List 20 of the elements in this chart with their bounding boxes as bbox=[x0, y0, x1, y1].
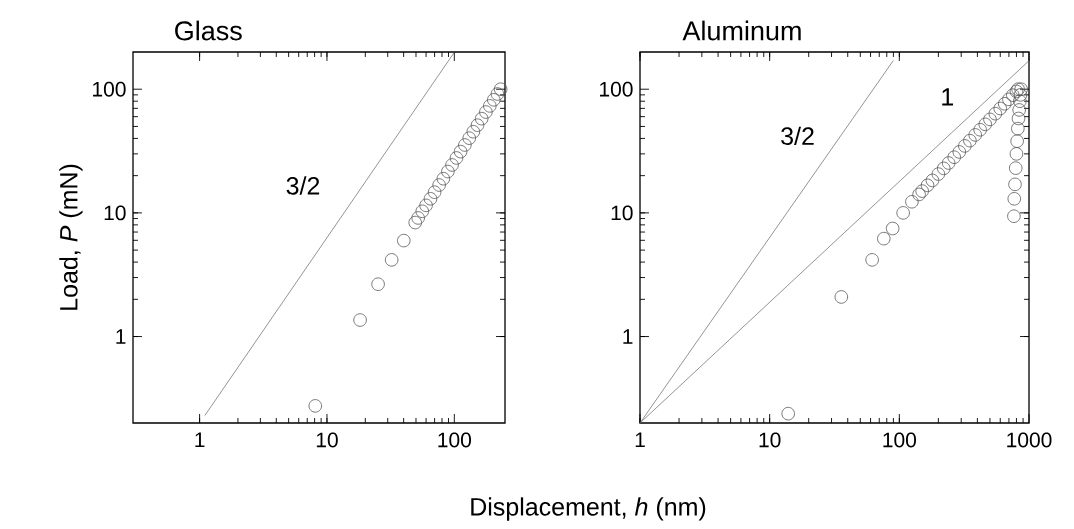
x-tick-label: 1000 bbox=[1007, 432, 1052, 448]
annotation: 1 bbox=[942, 88, 954, 106]
y-tick-label: 1 bbox=[623, 329, 633, 344]
y-tick-label: 1 bbox=[116, 329, 126, 344]
x-tick-label: 10 bbox=[759, 432, 781, 448]
x-tick-label: 1 bbox=[195, 432, 205, 447]
y-tick-label: 100 bbox=[600, 81, 633, 97]
x-tick-label: 100 bbox=[438, 432, 472, 448]
x-tick-label: 100 bbox=[883, 432, 917, 448]
chart-title: Glass bbox=[175, 20, 242, 41]
x-axis-title: Displacement, h (nm) bbox=[471, 497, 706, 521]
y-tick-label: 100 bbox=[93, 81, 126, 97]
y-axis-title: Load, P (mN) bbox=[59, 164, 83, 310]
chart-title: Aluminum bbox=[682, 20, 801, 41]
x-tick-label: 10 bbox=[316, 432, 338, 448]
x-tick-label: 1 bbox=[635, 432, 645, 447]
annotation: 3/2 bbox=[286, 176, 320, 195]
annotation: 3/2 bbox=[781, 126, 814, 146]
y-tick-label: 10 bbox=[611, 205, 633, 221]
y-tick-label: 10 bbox=[104, 205, 126, 221]
